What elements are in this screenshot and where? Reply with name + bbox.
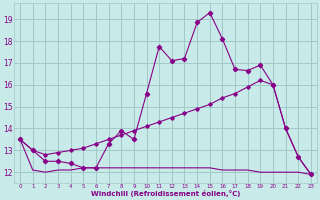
X-axis label: Windchill (Refroidissement éolien,°C): Windchill (Refroidissement éolien,°C) — [91, 190, 240, 197]
